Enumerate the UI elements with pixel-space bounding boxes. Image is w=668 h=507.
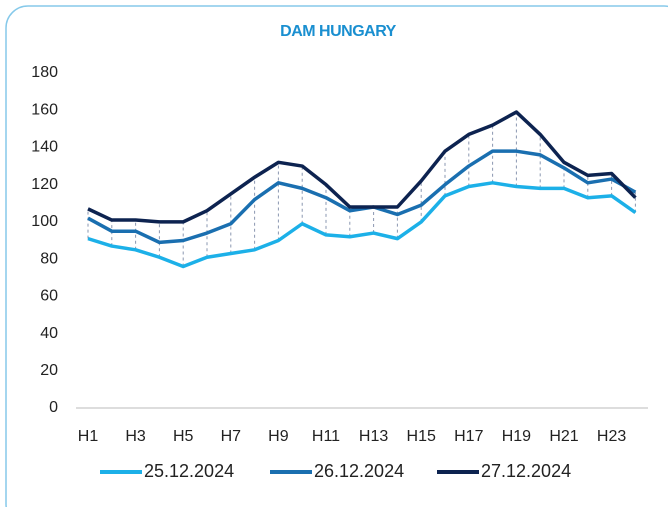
y-tick-label: 20 — [40, 362, 58, 379]
series-line — [87, 181, 637, 269]
series-line — [87, 149, 637, 245]
x-tick-label: H13 — [359, 428, 388, 445]
y-tick-label: 60 — [40, 288, 58, 305]
x-tick-label: H21 — [549, 428, 578, 445]
x-tick-label: H3 — [125, 428, 146, 445]
chart-frame — [5, 5, 668, 507]
legend-label: 26.12.2024 — [314, 461, 404, 481]
y-tick-label: 180 — [31, 64, 58, 81]
x-tick-label: H23 — [597, 428, 626, 445]
y-tick-label: 100 — [31, 213, 58, 230]
legend-label: 27.12.2024 — [481, 461, 571, 481]
y-tick-label: 40 — [40, 325, 58, 342]
y-tick-label: 80 — [40, 250, 58, 267]
x-tick-label: H17 — [454, 428, 483, 445]
series-line — [87, 110, 637, 224]
legend-label: 25.12.2024 — [144, 461, 234, 481]
x-tick-label: H1 — [78, 428, 99, 445]
y-tick-label: 0 — [49, 399, 58, 416]
y-tick-label: 120 — [31, 176, 58, 193]
y-tick-label: 160 — [31, 101, 58, 118]
x-tick-label: H11 — [312, 428, 340, 445]
y-tick-label: 140 — [31, 139, 58, 156]
x-tick-label: H7 — [221, 428, 242, 445]
x-tick-label: H15 — [407, 428, 436, 445]
chart-title: DAM HUNGARY — [280, 23, 397, 40]
x-tick-label: H9 — [268, 428, 289, 445]
x-tick-label: H19 — [502, 428, 531, 445]
x-tick-label: H5 — [173, 428, 194, 445]
